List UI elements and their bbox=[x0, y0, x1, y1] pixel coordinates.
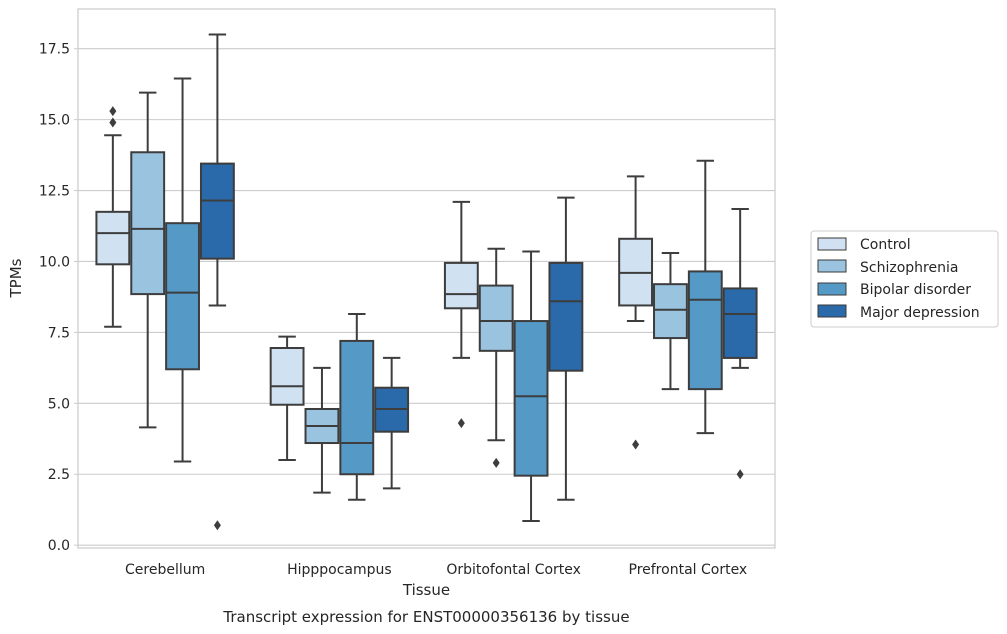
box-schizophrenia-cerebellum bbox=[130, 91, 166, 429]
outlier-point bbox=[736, 469, 744, 480]
x-tick-label-cerebellum: Cerebellum bbox=[125, 562, 205, 578]
box-series bbox=[95, 33, 758, 531]
legend-swatch-bipolar-disorder bbox=[817, 282, 847, 296]
box-major-depression-cerebellum bbox=[199, 33, 235, 531]
box-control-orbitofontal-cortex bbox=[443, 200, 479, 429]
legend-label-bipolar-disorder: Bipolar disorder bbox=[860, 282, 971, 298]
outlier-point bbox=[457, 418, 465, 429]
box-major-depression-hipppocampus bbox=[374, 356, 410, 490]
box-body bbox=[443, 261, 479, 310]
legend-label-control: Control bbox=[860, 237, 911, 253]
box-control-hipppocampus bbox=[269, 335, 305, 462]
x-tick-label-orbitofontal-cortex: Orbitofontal Cortex bbox=[446, 562, 581, 578]
box-bipolar-disorder-hipppocampus bbox=[339, 312, 375, 501]
x-axis-label: Tissue bbox=[402, 581, 450, 599]
y-tick-label: 0.0 bbox=[48, 538, 70, 554]
legend-swatch-major-depression bbox=[817, 304, 847, 318]
box-body bbox=[513, 320, 549, 477]
box-body bbox=[130, 151, 166, 296]
outlier-point bbox=[109, 117, 117, 128]
box-schizophrenia-prefrontal-cortex bbox=[653, 251, 688, 391]
legend-label-major-depression: Major depression bbox=[860, 305, 980, 321]
legend-frame bbox=[810, 230, 999, 328]
plot-frame bbox=[77, 8, 776, 549]
series-bipolar-disorder bbox=[165, 77, 723, 523]
y-tick-label: 15.0 bbox=[39, 113, 70, 129]
series-major-depression bbox=[199, 33, 758, 531]
y-tick-label: 2.5 bbox=[48, 467, 70, 483]
y-tick-label: 17.5 bbox=[39, 42, 70, 58]
legend-label-schizophrenia: Schizophrenia bbox=[860, 260, 958, 276]
box-major-depression-orbitofontal-cortex bbox=[548, 196, 584, 501]
box-body bbox=[687, 270, 723, 391]
box-body bbox=[339, 339, 375, 476]
outlier-point bbox=[632, 439, 640, 450]
legend-swatch-schizophrenia bbox=[817, 259, 847, 273]
box-body bbox=[95, 210, 131, 266]
y-tick-label: 7.5 bbox=[48, 325, 70, 341]
box-body bbox=[722, 287, 758, 359]
legend: Control Schizophrenia Bipolar disorder M… bbox=[810, 230, 999, 328]
box-schizophrenia-hipppocampus bbox=[304, 366, 340, 494]
x-tick-label-hipppocampus: Hipppocampus bbox=[287, 562, 392, 578]
legend-swatch-control bbox=[817, 237, 847, 251]
box-bipolar-disorder-cerebellum bbox=[165, 77, 200, 463]
y-axis-label: TPMs bbox=[7, 258, 25, 298]
x-axis-ticks: Cerebellum Hipppocampus Orbitofontal Corte… bbox=[125, 562, 747, 578]
figure-caption: Transcript expression for ENST0000035613… bbox=[222, 608, 629, 626]
outlier-point bbox=[109, 106, 117, 117]
box-body bbox=[269, 347, 305, 406]
box-body bbox=[165, 222, 200, 371]
box-body bbox=[478, 284, 514, 352]
box-control-cerebellum bbox=[95, 106, 131, 328]
box-control-prefrontal-cortex bbox=[618, 175, 654, 450]
x-tick-label-prefrontal-cortex: Prefrontal Cortex bbox=[629, 562, 748, 578]
box-bipolar-disorder-prefrontal-cortex bbox=[687, 159, 723, 435]
series-control bbox=[95, 106, 654, 462]
y-tick-label: 10.0 bbox=[39, 254, 70, 270]
box-bipolar-disorder-orbitofontal-cortex bbox=[513, 250, 549, 523]
box-body bbox=[199, 162, 235, 260]
box-body bbox=[548, 261, 584, 372]
outlier-point bbox=[213, 520, 221, 531]
y-tick-label: 5.0 bbox=[48, 396, 70, 412]
box-schizophrenia-orbitofontal-cortex bbox=[478, 247, 514, 468]
y-axis-ticks: 0.0 2.5 5.0 7.5 10.0 12.5 15.0 17.5 bbox=[39, 42, 78, 554]
y-tick-label: 12.5 bbox=[39, 184, 70, 200]
outlier-point bbox=[492, 457, 500, 468]
box-body bbox=[653, 283, 688, 340]
series-schizophrenia bbox=[130, 91, 688, 494]
box-major-depression-prefrontal-cortex bbox=[722, 207, 758, 480]
